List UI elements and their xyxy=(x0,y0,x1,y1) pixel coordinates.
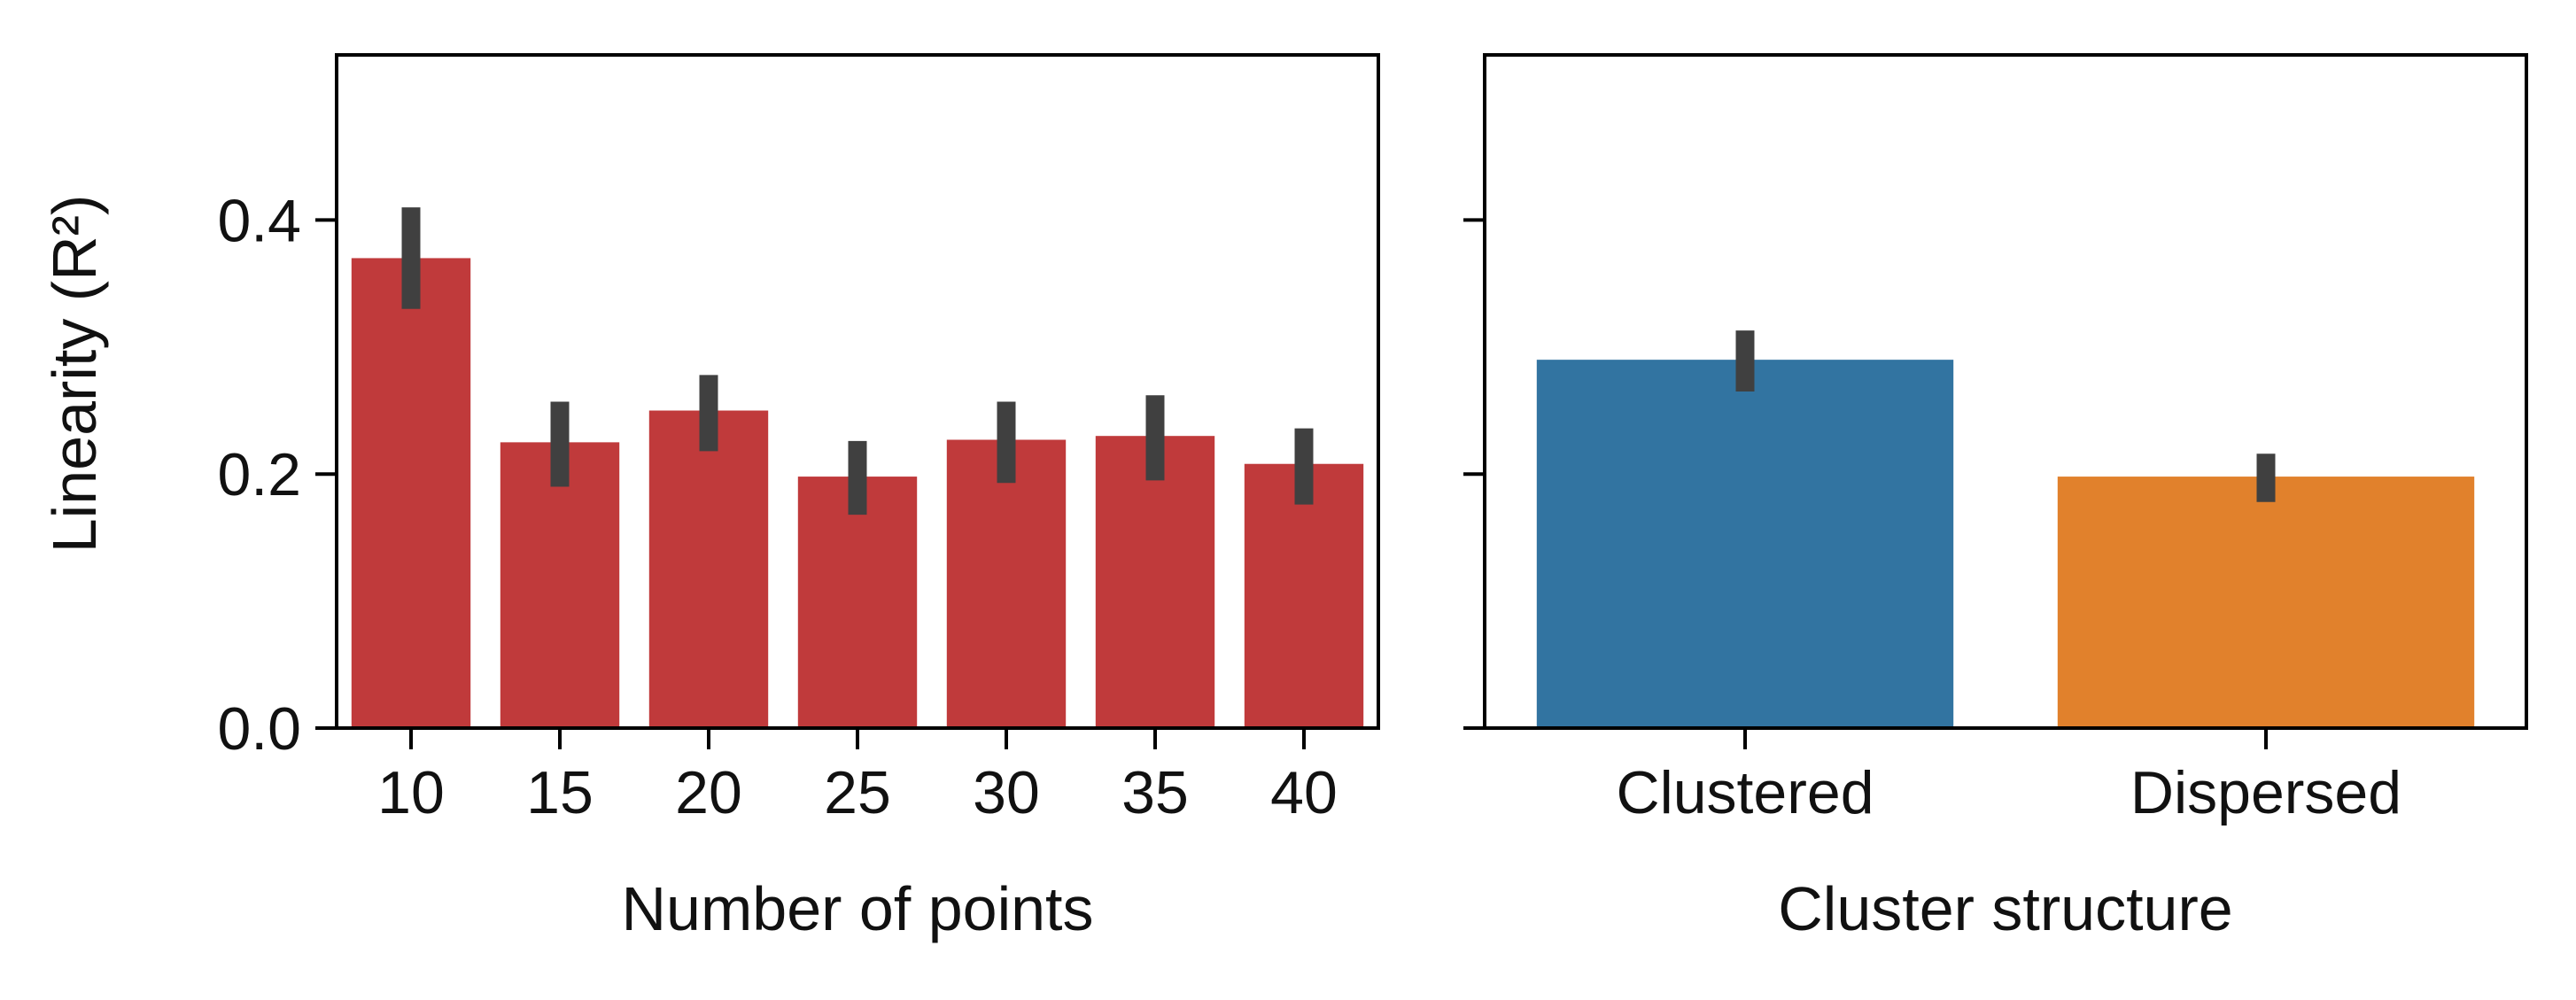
x-tick-label: 40 xyxy=(1270,759,1338,826)
plot-frame xyxy=(335,53,1380,730)
x-tick-label: 10 xyxy=(377,759,445,826)
y-tick-label: 0.2 xyxy=(217,441,301,508)
bar-40 xyxy=(1244,463,1364,728)
x-tick-label: 25 xyxy=(824,759,891,826)
x-tick-label: 20 xyxy=(675,759,742,826)
y-tick-label: 0.0 xyxy=(217,695,301,763)
x-axis-label: Cluster structure xyxy=(1778,874,2232,943)
x-tick-label: Dispersed xyxy=(2130,759,2401,826)
bar-25 xyxy=(797,477,918,728)
x-axis-label: Number of points xyxy=(621,874,1093,943)
x-tick-label: 35 xyxy=(1121,759,1189,826)
plot-frame xyxy=(1483,53,2528,730)
bar-35 xyxy=(1095,436,1215,728)
bar-15 xyxy=(500,442,620,728)
y-axis-label: Linearity (R²) xyxy=(40,195,109,554)
x-tick-label: Clustered xyxy=(1616,759,1874,826)
chart-panel-number-of-points: 10 15 20 25 30 35 40 0.0 0.2 0.4 Number of points L… xyxy=(40,53,1380,943)
x-tick-label: 30 xyxy=(973,759,1040,826)
chart-panel-cluster-structure: Clustered Dispersed Cluster structure xyxy=(1463,53,2528,943)
bar-clustered xyxy=(1536,360,1954,728)
x-tick-label: 15 xyxy=(526,759,594,826)
y-tick-label: 0.4 xyxy=(217,187,301,254)
bar-10 xyxy=(351,258,471,728)
bar-20 xyxy=(648,410,769,728)
bar-dispersed xyxy=(2057,477,2475,728)
bar-30 xyxy=(946,439,1067,728)
